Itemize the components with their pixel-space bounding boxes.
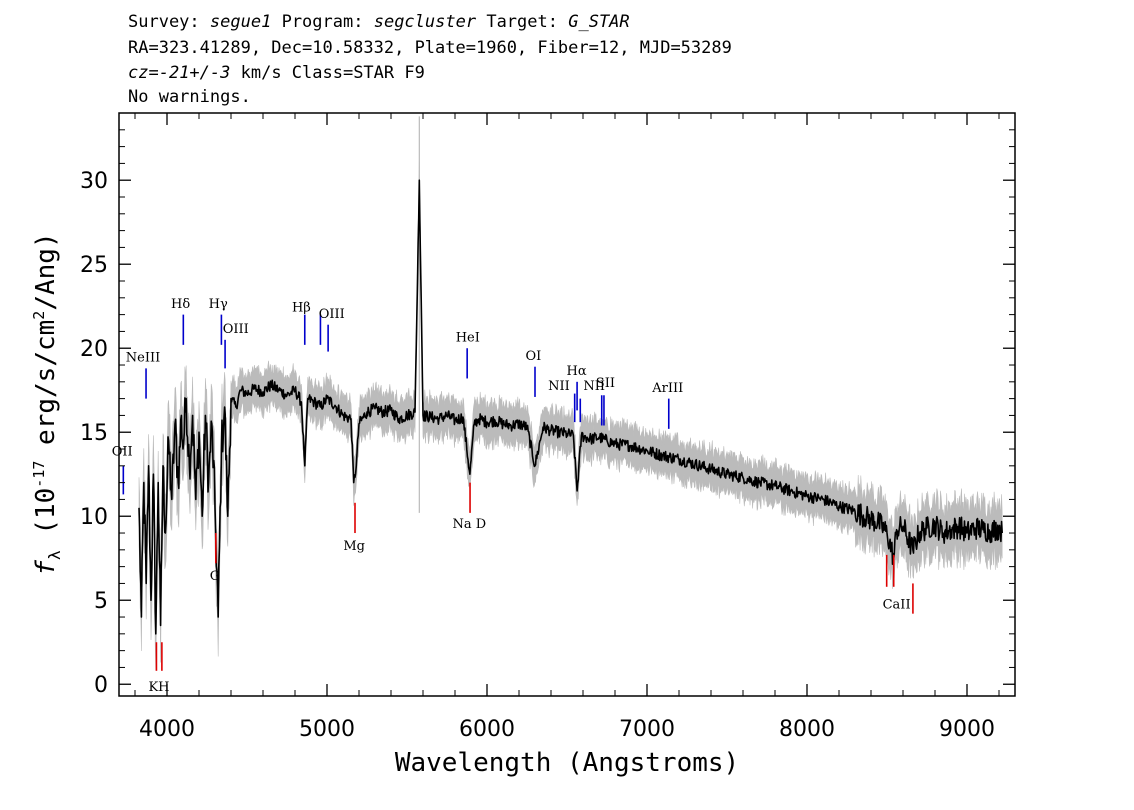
error-band-area xyxy=(138,159,1003,671)
y-tick-label: 10 xyxy=(80,505,108,530)
cz-class: km/s Class=STAR F9 xyxy=(230,63,425,83)
line-label: Hγ xyxy=(209,297,228,312)
target-label: Target: xyxy=(486,12,558,32)
line-label: NeIII xyxy=(126,351,160,366)
header-line-3: cz=-21+/-3 km/s Class=STAR F9 xyxy=(128,63,425,83)
y-tick-label: 30 xyxy=(80,169,108,194)
y-axis-title-lambda: λ xyxy=(45,550,64,560)
line-label: SII xyxy=(596,376,615,391)
line-label: NII xyxy=(583,379,605,394)
survey-label: Survey: xyxy=(128,12,200,32)
y-tick-label: 5 xyxy=(94,589,108,614)
target-value: G_STAR xyxy=(568,12,630,32)
y-axis-title-part2: (10 xyxy=(31,488,61,551)
line-label: Hβ xyxy=(292,300,311,315)
x-axis-title: Wavelength (Angstroms) xyxy=(395,748,739,778)
axis-ticks: 4000 5000 6000 7000 8000 9000 0 5 10 15 20 25 30 xyxy=(80,113,1015,742)
y-axis-title-sq: 2 xyxy=(30,311,48,320)
line-label: Mg xyxy=(343,539,365,554)
line-label: NII xyxy=(548,379,570,394)
line-label: Hδ xyxy=(171,297,190,312)
line-label: OIII xyxy=(319,307,345,322)
program-value: segcluster xyxy=(373,12,477,32)
error-band xyxy=(138,116,1003,671)
line-label: CaII xyxy=(883,598,911,613)
y-axis-title-part4: /Ang) xyxy=(31,232,61,310)
cz-label: cz= xyxy=(128,63,159,83)
line-label: OI xyxy=(526,349,542,364)
y-axis-title: fλ (10-17 erg/s/cm2/Ang) xyxy=(30,232,64,575)
x-tick-label: 4000 xyxy=(139,717,195,742)
survey-value: segue1 xyxy=(209,12,272,32)
x-tick-label: 8000 xyxy=(779,717,835,742)
header-line-2: RA=323.41289, Dec=10.58332, Plate=1960, … xyxy=(128,38,732,58)
line-label: Na D xyxy=(453,517,487,532)
y-axis-title-part3: erg/s/cm xyxy=(31,320,61,461)
header-line-1: Survey: segue1 Program: segcluster Targe… xyxy=(128,12,630,32)
header-line-4: No warnings. xyxy=(128,87,251,107)
y-tick-label: 25 xyxy=(80,253,108,278)
line-label: G xyxy=(210,569,220,584)
plot-frame xyxy=(118,112,1016,697)
x-tick-label: 7000 xyxy=(619,717,675,742)
cz-value: -21+/-3 xyxy=(158,63,231,83)
y-tick-label: 0 xyxy=(94,673,108,698)
line-label: ArIII xyxy=(651,381,683,396)
spectrum-series xyxy=(138,179,1003,635)
x-tick-label: 9000 xyxy=(939,717,995,742)
spectral-line-markers xyxy=(122,314,914,671)
line-label: OIII xyxy=(223,322,249,337)
line-label: Hα xyxy=(567,364,587,379)
program-label: Program: xyxy=(281,12,364,32)
y-tick-label: 20 xyxy=(80,337,108,362)
line-label: KH xyxy=(148,680,169,695)
line-label: HeI xyxy=(456,330,480,345)
line-label: OII xyxy=(112,445,133,460)
x-tick-label: 5000 xyxy=(299,717,355,742)
spectrum-line xyxy=(138,179,1003,635)
y-tick-label: 15 xyxy=(80,421,108,446)
x-tick-label: 6000 xyxy=(459,717,515,742)
y-axis-title-exp: -17 xyxy=(30,461,48,488)
y-axis-title-f: f xyxy=(31,560,61,576)
